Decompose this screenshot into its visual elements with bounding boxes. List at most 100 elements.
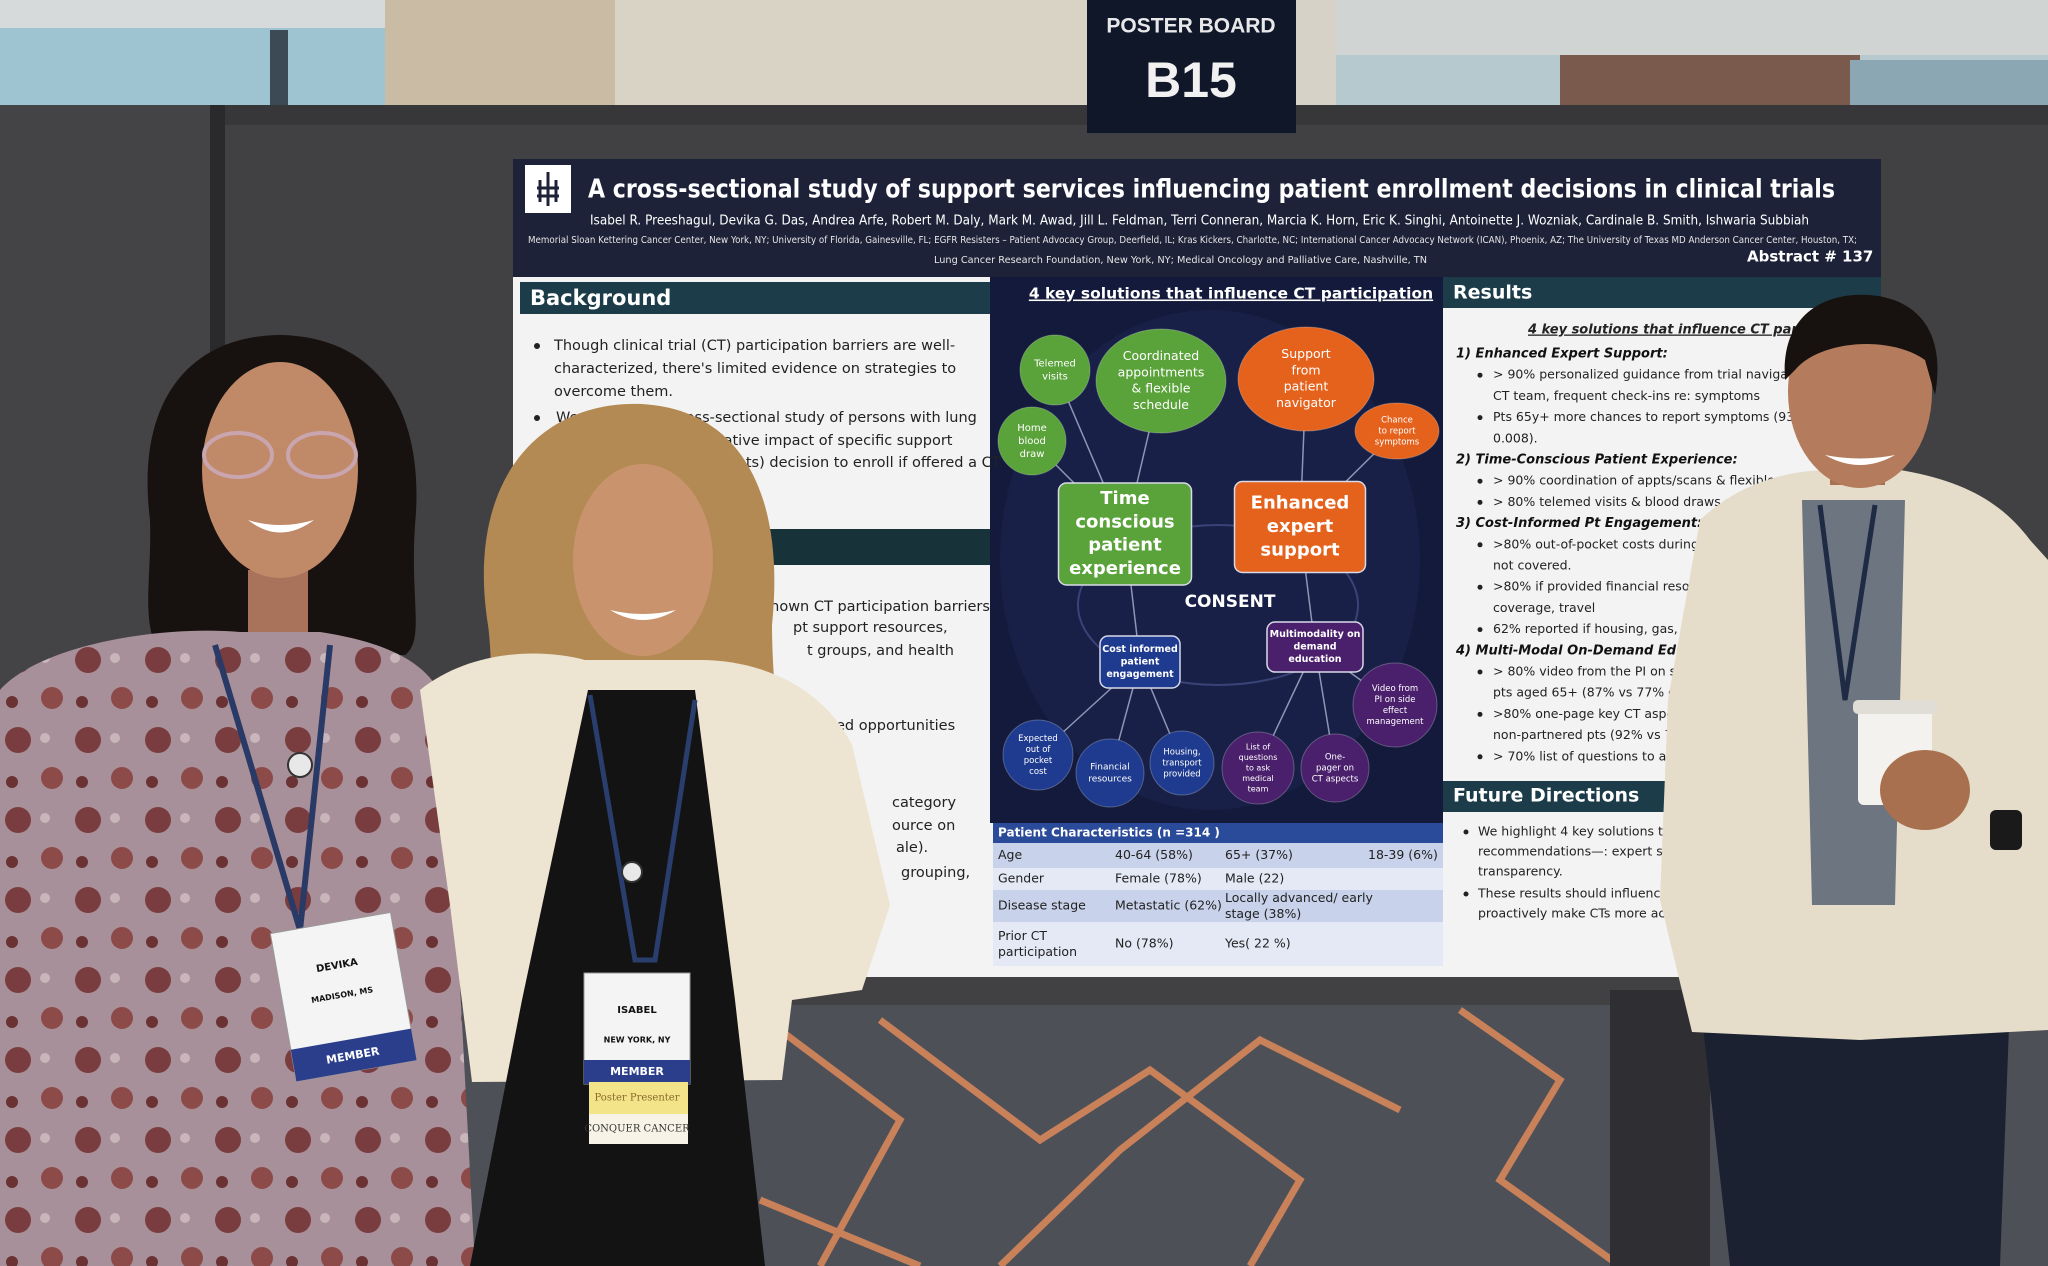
table-cell: Metastatic (62%): [1115, 898, 1222, 913]
person-middle-part: [584, 1060, 690, 1084]
person-right-part: [1880, 750, 1970, 830]
diagram-node-label: patient: [1284, 379, 1329, 394]
room-background-part: [1336, 0, 2048, 55]
diagram-node-label: questions: [1239, 753, 1278, 762]
table-cell: Male (22): [1225, 871, 1284, 886]
diagram-node-label: Cost informed: [1102, 644, 1178, 655]
diagram-node-label: Financial: [1090, 763, 1129, 773]
poster-part: [520, 282, 990, 314]
bullet: [1477, 542, 1483, 548]
table-cell: 65+ (37%): [1225, 847, 1293, 862]
person-right-part: [1825, 455, 1895, 465]
diagram-heading: 4 key solutions that influence CT partic…: [1029, 285, 1433, 303]
poster-board-sign: POSTER BOARD B15: [1087, 0, 1296, 133]
diagram-node-label: from: [1291, 362, 1320, 377]
bullet: [1463, 829, 1469, 835]
bullet: [1477, 754, 1483, 760]
badge-status: MEMBER: [610, 1065, 664, 1078]
table-cell: Female (78%): [1115, 871, 1202, 886]
diagram-node-label: Video from: [1372, 684, 1418, 694]
person-left-part: [248, 570, 308, 640]
diagram-node: [997, 406, 1067, 476]
bullet: [1477, 372, 1483, 378]
background-text: t groups, and health: [807, 643, 954, 659]
room-background-part: [0, 0, 390, 28]
results-text: non-partnered pts (92% vs 79%: [1493, 727, 1692, 742]
future-text: proactively make CTs more access: [1478, 906, 1693, 921]
background-text: ed opportunities: [836, 718, 955, 734]
diagram-node-label: Chance: [1381, 415, 1413, 425]
person-left-part: [0, 630, 475, 1266]
person-middle: [420, 403, 890, 1266]
badge-name: ISABEL: [617, 1005, 657, 1016]
bullet: [1477, 584, 1483, 590]
sign-number: B15: [1145, 52, 1237, 108]
person-middle-part: [573, 464, 713, 656]
diagram-node-label: provided: [1163, 770, 1200, 780]
person-right: [1660, 294, 2048, 1266]
results-text: 0.008).: [1493, 430, 1538, 445]
table-cell: Prior CT participation: [998, 928, 1077, 959]
results-text: > 80% video from the PI on side: [1493, 664, 1696, 679]
badge-ribbon: Poster Presenter: [594, 1093, 679, 1104]
table-row: [993, 922, 1443, 966]
diagram-node: [1002, 719, 1074, 791]
diagram-node-label: team: [1248, 784, 1269, 793]
diagram-node-label: to report: [1378, 427, 1416, 437]
bullet: [1477, 415, 1483, 421]
table-cell: 18-39 (6%): [1368, 847, 1438, 862]
person-left-part-part: [290, 1028, 417, 1082]
results-subheading: 4 key solutions that influence CT partic…: [1527, 323, 1830, 338]
bullet: [534, 343, 540, 349]
background-text: ots) decision to enroll if offered a CT.: [737, 455, 1003, 471]
sign-label: POSTER BOARD: [1106, 15, 1275, 38]
diagram-node-label: schedule: [1133, 397, 1189, 412]
table-row: [993, 868, 1443, 890]
diagram-node: [1352, 662, 1438, 748]
future-text: We highlight 4 key solutions that: [1478, 824, 1683, 839]
results-text: 62% reported if housing, gas, and: [1493, 621, 1705, 636]
bullet: [1477, 711, 1483, 717]
carpet-pattern-part: [877, 1017, 1305, 1266]
diagram-node-label: pocket: [1024, 756, 1053, 766]
room-background-part: [1296, 0, 1336, 120]
diagram-node: [1300, 733, 1370, 803]
background-text: grouping,: [901, 865, 970, 881]
table-cell: Disease stage: [998, 898, 1086, 913]
diagram-node-label: PI on side: [1374, 695, 1415, 705]
room-background-part: [270, 30, 288, 120]
logo: [537, 172, 559, 206]
bullet: [1477, 478, 1483, 484]
diagram-node-label: patient: [1121, 657, 1160, 668]
diagram-node: [1237, 326, 1375, 432]
diagram-node-label: Coordinated: [1123, 348, 1199, 363]
table-cell: 40-64 (58%): [1115, 847, 1193, 862]
diagram-node-label: expert: [1267, 516, 1334, 537]
results-text: coverage, travel: [1493, 600, 1595, 615]
diagram-node-label: patient: [1088, 535, 1162, 556]
diagram-node-label: education: [1288, 654, 1341, 665]
background-text: ed known CT participation barriers: [739, 599, 990, 615]
carpet-pattern-part: [1457, 1007, 1623, 1266]
diagram-node-label: visits: [1042, 372, 1068, 383]
person-middle-part: [589, 1082, 688, 1114]
diagram-node-label: management: [1367, 717, 1425, 727]
room-background-part: [385, 0, 615, 120]
background-text: category: [892, 795, 957, 811]
table-cell: Age: [998, 847, 1022, 862]
results-text: pts aged 65+ (87% vs 77% of pts: [1493, 685, 1704, 700]
diagram-node-label: appointments: [1118, 364, 1205, 379]
diagram-node-label: experience: [1069, 558, 1181, 579]
section-heading: Results: [1453, 282, 1532, 304]
bullet: [1477, 499, 1483, 505]
results-text: > 70% list of questions to ask t: [1493, 748, 1689, 763]
person-left-part: [202, 362, 358, 578]
diagram-node-label: symptoms: [1375, 438, 1420, 448]
section-heading: Background: [530, 286, 671, 310]
background-text: ale).: [896, 840, 928, 856]
person-middle-part: [610, 610, 676, 620]
diagram-node-label: navigator: [1276, 395, 1337, 410]
